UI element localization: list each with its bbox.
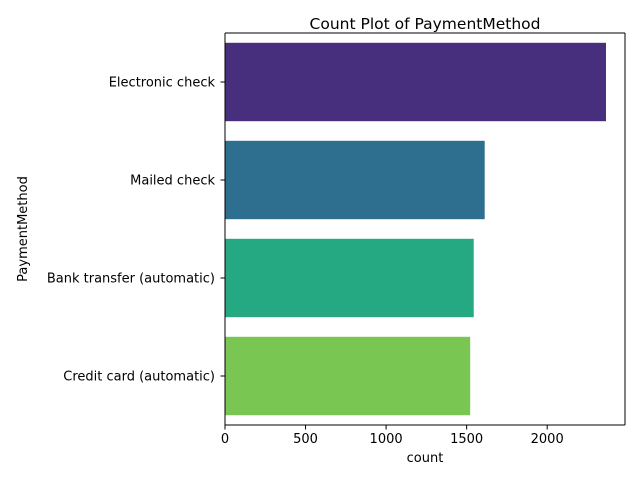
y-tick-label: Bank transfer (automatic) bbox=[47, 272, 215, 287]
bar-bank-transfer-automatic bbox=[225, 238, 474, 318]
bar-mailed-check bbox=[225, 140, 485, 220]
x-tick-label: 0 bbox=[221, 432, 229, 447]
x-axis-title: count bbox=[407, 451, 444, 466]
chart-title: Count Plot of PaymentMethod bbox=[310, 15, 541, 33]
y-tick-label: Credit card (automatic) bbox=[63, 370, 215, 385]
bar-electronic-check bbox=[225, 42, 606, 122]
x-tick-label: 1500 bbox=[450, 432, 483, 447]
y-tick-label: Mailed check bbox=[130, 174, 215, 189]
y-axis-title: PaymentMethod bbox=[16, 176, 31, 282]
x-axis-ticks: 0 500 1000 1500 2000 bbox=[221, 425, 564, 447]
y-tick-label: Electronic check bbox=[109, 76, 216, 91]
x-tick-label: 2000 bbox=[531, 432, 564, 447]
bar-credit-card-automatic bbox=[225, 336, 471, 416]
bars-group bbox=[225, 42, 606, 416]
x-tick-label: 1000 bbox=[370, 432, 403, 447]
y-axis-ticks: Electronic check Mailed check Bank transfe… bbox=[47, 76, 225, 385]
x-tick-label: 500 bbox=[293, 432, 318, 447]
